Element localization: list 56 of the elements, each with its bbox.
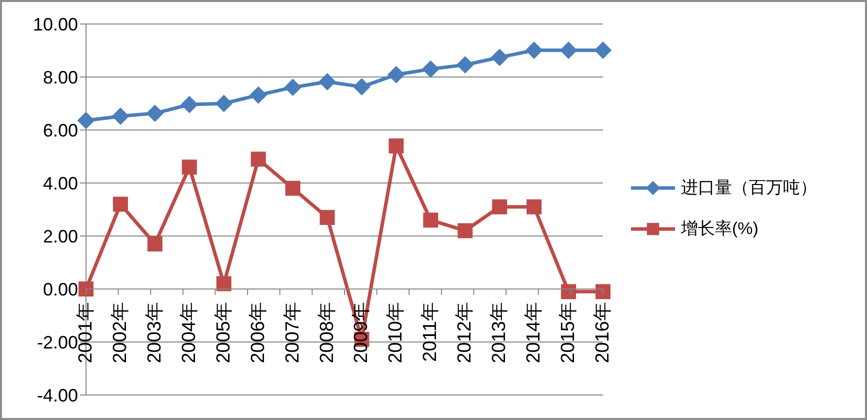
point [285, 180, 300, 196]
x-tick-label: 2009年 [351, 302, 372, 364]
x-tick-label: 2011年 [420, 302, 442, 362]
x-tick-label: 2007年 [282, 302, 304, 364]
x-tick-label: 2006年 [248, 302, 269, 364]
x-tick-label: 2005年 [213, 302, 234, 364]
x-tick-label: 2008年 [316, 302, 338, 364]
y-tick-label: -2.00 [36, 332, 78, 352]
point [560, 42, 578, 59]
y-tick-label: 10.00 [32, 14, 78, 34]
point [250, 86, 267, 104]
point [180, 96, 198, 114]
x-tick-label: 2003年 [144, 302, 166, 364]
y-tick-label: 2.00 [42, 226, 78, 246]
point [526, 199, 542, 214]
point [78, 112, 94, 129]
point [491, 48, 508, 66]
point [318, 73, 336, 90]
point [353, 78, 370, 96]
legend-label: 进口量（百万吨） [681, 177, 817, 199]
x-tick-label: 2002年 [110, 302, 131, 364]
point [596, 284, 610, 300]
x-tick-label: 2015年 [558, 302, 580, 364]
point [320, 210, 335, 225]
x-tick-label: 2010年 [386, 302, 407, 364]
x-tick-label: 2014年 [524, 302, 545, 364]
point [112, 196, 128, 212]
point [216, 276, 232, 292]
y-tick-label: 6.00 [42, 120, 78, 140]
y-tick-label: 0.00 [42, 279, 78, 300]
point [112, 108, 129, 125]
point [250, 152, 266, 167]
x-tick-label: 2004年 [178, 302, 200, 364]
y-tick-label: 8.00 [42, 67, 78, 88]
y-tick-label: 4.00 [42, 173, 78, 194]
legend-label: 增长率(%) [681, 218, 758, 240]
point [78, 282, 94, 296]
point [456, 56, 474, 74]
x-tick-label: 2013年 [489, 302, 510, 364]
point [182, 160, 197, 175]
point [388, 66, 405, 84]
x-tick-label: 2012年 [454, 302, 476, 364]
point [422, 60, 440, 78]
point [458, 223, 473, 238]
point [388, 138, 404, 154]
point [594, 42, 612, 59]
point [284, 78, 302, 96]
point [146, 104, 164, 122]
point [423, 212, 438, 228]
y-tick-label: -4.00 [36, 385, 78, 406]
x-tick-label: 2016年 [592, 302, 614, 364]
point [215, 95, 232, 112]
point [147, 236, 162, 252]
point [561, 284, 576, 300]
point [526, 42, 543, 59]
point [492, 199, 508, 214]
